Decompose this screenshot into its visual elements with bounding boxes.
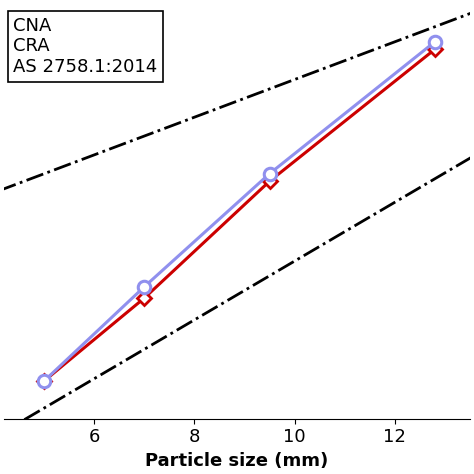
X-axis label: Particle size (mm): Particle size (mm) xyxy=(146,452,328,470)
Text: CNA
CRA
AS 2758.1:2014: CNA CRA AS 2758.1:2014 xyxy=(13,17,158,76)
